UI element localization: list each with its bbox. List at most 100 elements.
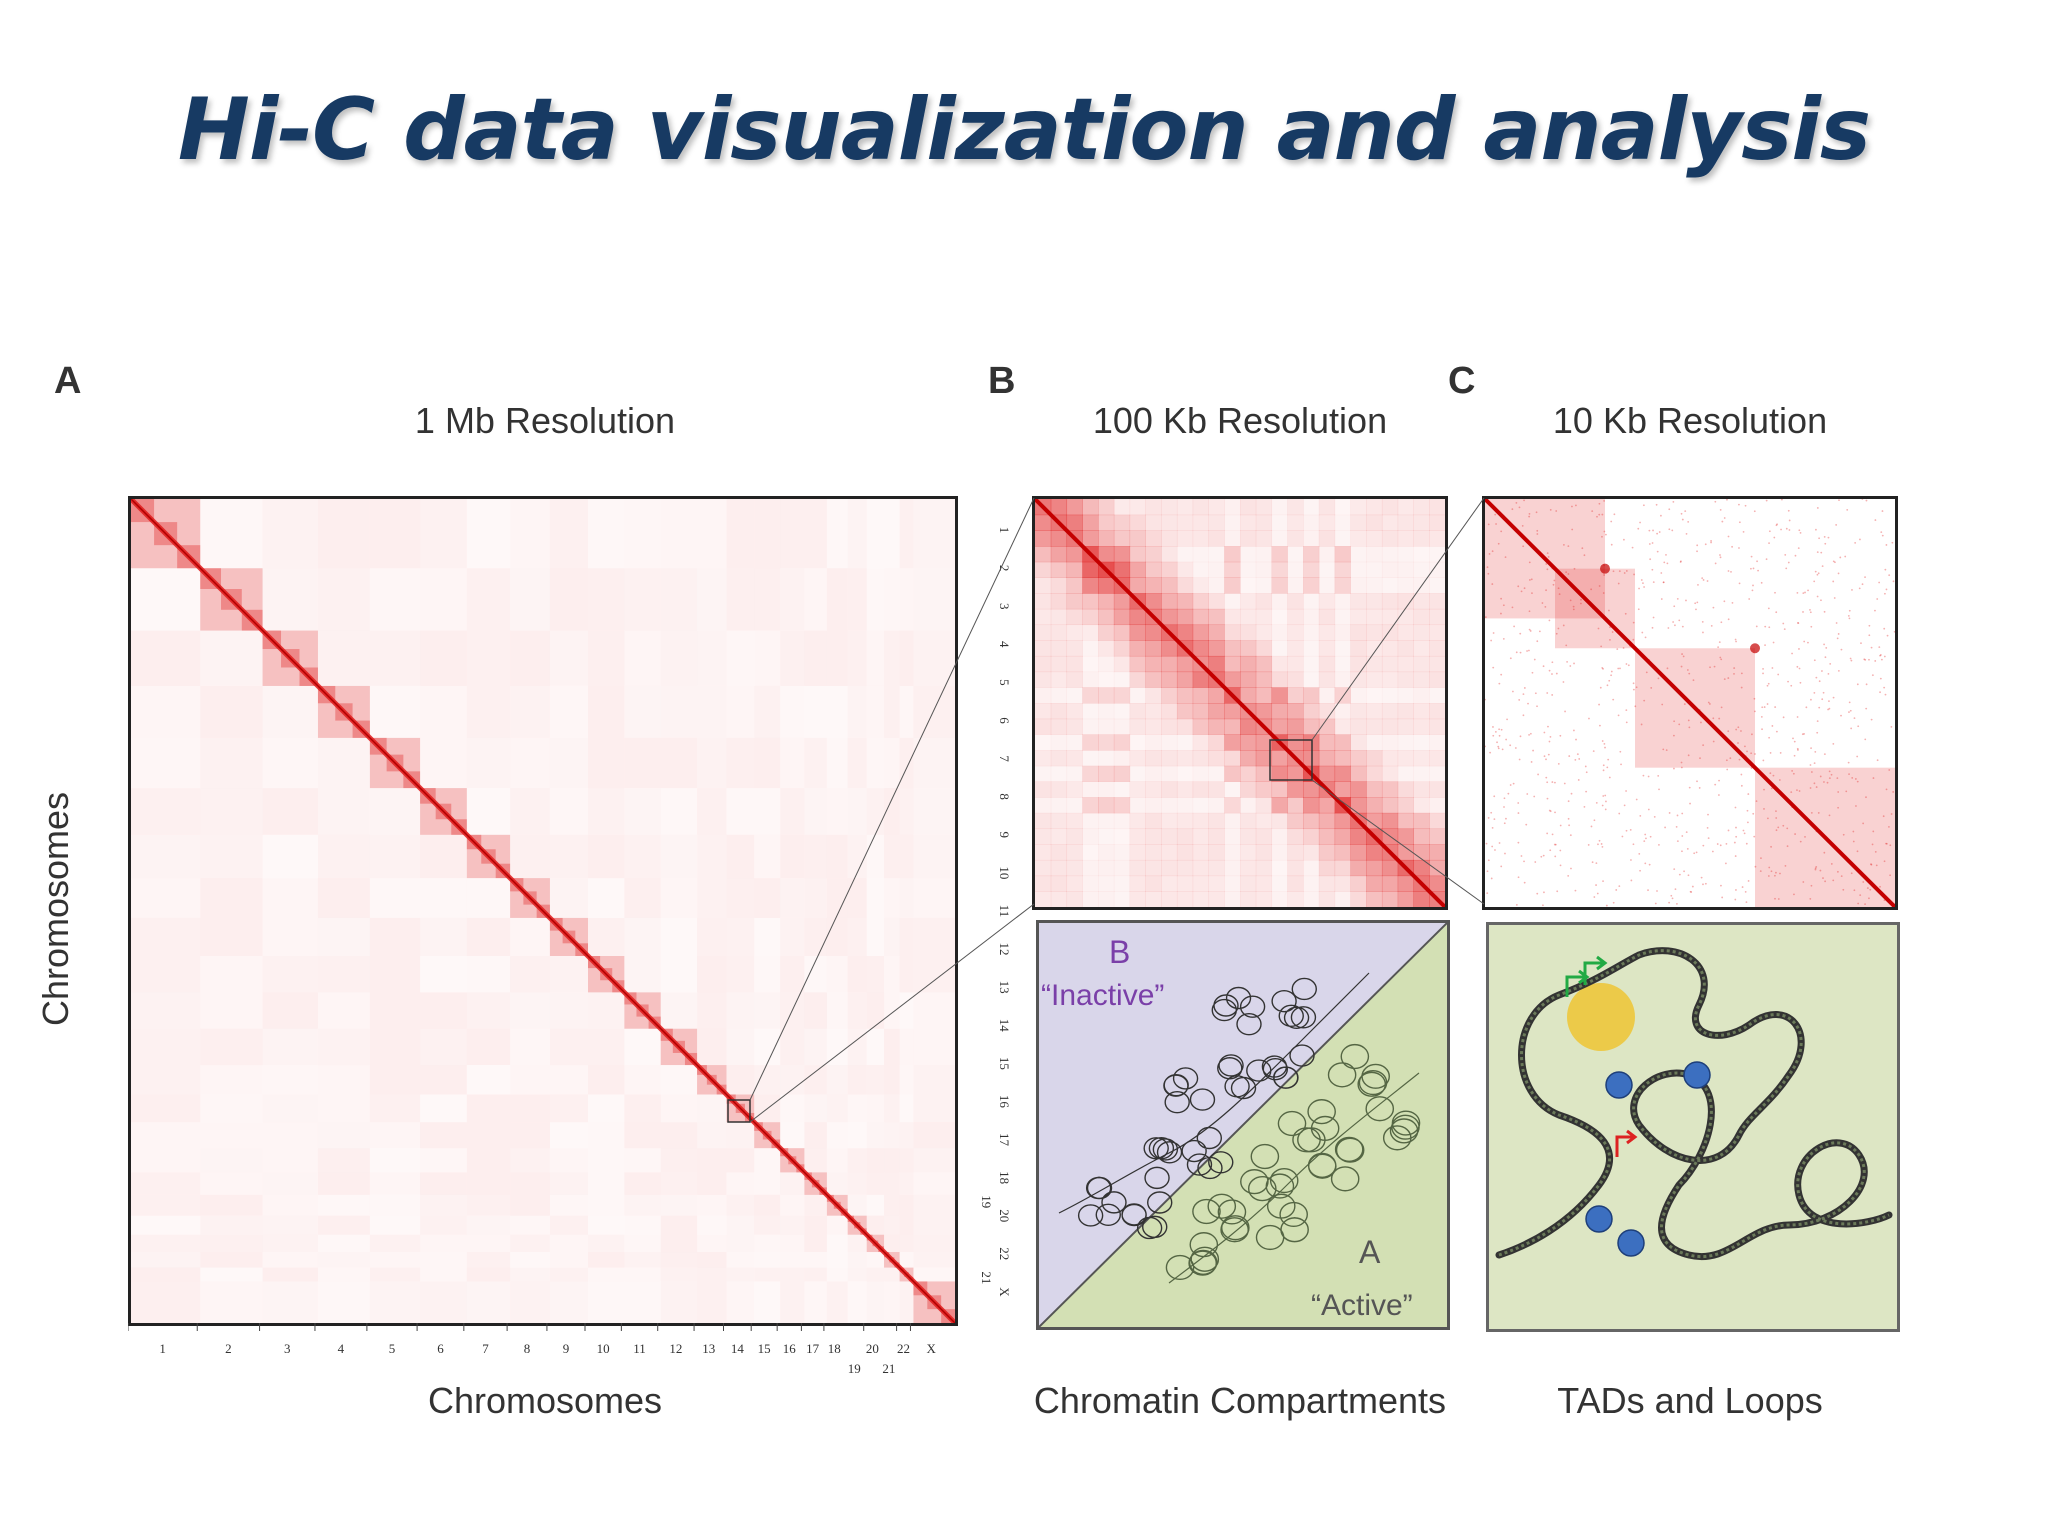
contact-speck: [1771, 667, 1774, 669]
contact-cell: [1113, 530, 1131, 547]
inter-chromosome-block: [317, 630, 370, 686]
contact-speck: [1574, 759, 1577, 761]
contact-speck: [1890, 725, 1893, 728]
inter-chromosome-block: [466, 1281, 511, 1323]
contact-speck: [1577, 779, 1580, 781]
inter-chromosome-block: [660, 1094, 698, 1123]
contact-cell: [1098, 593, 1115, 610]
contact-cell: [1366, 687, 1383, 704]
contact-cell: [1287, 655, 1304, 673]
contact-speck: [1687, 520, 1690, 523]
inter-chromosome-block: [804, 1148, 827, 1173]
contact-cell: [1176, 671, 1194, 688]
inter-chromosome-block: [780, 788, 805, 835]
contact-speck: [1870, 718, 1873, 721]
contact-cell: [1397, 750, 1414, 767]
contact-speck: [1567, 573, 1570, 575]
contact-speck: [1734, 806, 1737, 809]
contact-cell: [1129, 734, 1146, 751]
inter-chromosome-block: [913, 1094, 955, 1123]
contact-cell: [1098, 875, 1115, 892]
contact-cell: [1082, 514, 1099, 531]
inter-chromosome-block: [884, 1281, 900, 1323]
contact-speck: [1602, 795, 1605, 797]
contact-cell: [1129, 703, 1146, 720]
contact-speck: [1735, 640, 1737, 643]
inter-chromosome-block: [510, 956, 550, 993]
contact-speck: [1767, 875, 1770, 877]
contact-cell: [1240, 828, 1257, 845]
contact-speck: [1822, 877, 1824, 879]
contact-speck: [1681, 518, 1684, 521]
contact-cell: [1035, 703, 1052, 720]
contact-cell: [1098, 812, 1115, 830]
contact-cell: [1397, 765, 1414, 782]
contact-speck: [1507, 792, 1510, 795]
contact-speck: [1672, 500, 1675, 503]
contact-cell: [1429, 577, 1445, 594]
inter-chromosome-block: [200, 834, 263, 879]
contact-speck: [1774, 591, 1776, 594]
contact-cell: [1082, 891, 1099, 907]
contact-speck: [1744, 504, 1747, 507]
inter-chromosome-block: [866, 630, 885, 686]
inter-chromosome-block: [804, 1215, 827, 1235]
contact-cell: [1303, 734, 1320, 751]
inter-chromosome-block: [866, 1252, 885, 1268]
contact-speck: [1608, 609, 1610, 612]
contact-speck: [1519, 735, 1522, 738]
contact-speck: [1672, 621, 1675, 623]
contact-speck: [1602, 592, 1605, 594]
contact-cell: [1050, 546, 1068, 563]
contact-speck: [1798, 529, 1801, 532]
contact-cell: [1429, 703, 1445, 720]
contact-cell: [1255, 859, 1273, 877]
inter-chromosome-block: [826, 1065, 848, 1095]
contact-cell: [1334, 718, 1351, 735]
contact-cell: [1381, 875, 1399, 892]
contact-cell: [1429, 828, 1445, 845]
contact-cell: [1255, 750, 1273, 767]
inter-chromosome-block: [826, 1215, 848, 1235]
contact-speck: [1771, 725, 1774, 727]
contact-speck: [1696, 780, 1698, 783]
inter-chromosome-block: [899, 1122, 914, 1149]
x-tick-label: 11: [633, 1341, 646, 1356]
contact-speck: [1641, 631, 1644, 634]
contact-cell: [1240, 561, 1257, 578]
contact-speck: [1660, 572, 1663, 574]
inter-chromosome-block: [131, 1122, 201, 1149]
contact-speck: [1836, 870, 1839, 873]
inter-chromosome-block: [660, 1252, 698, 1268]
contact-cell: [1035, 859, 1052, 877]
contact-speck: [1632, 621, 1635, 624]
contact-speck: [1880, 531, 1883, 534]
contact-cell: [1429, 797, 1445, 814]
contact-speck: [1787, 561, 1790, 564]
contact-cell: [1050, 530, 1068, 547]
inter-chromosome-block: [317, 1148, 370, 1173]
loop-anchor-ctcf: [1585, 1205, 1613, 1233]
contact-cell: [1113, 640, 1131, 657]
contact-cell: [1413, 718, 1430, 735]
contact-speck: [1581, 547, 1584, 550]
contact-cell: [1082, 499, 1099, 516]
contact-cell: [1066, 561, 1083, 578]
contact-cell: [1145, 734, 1162, 751]
contact-speck: [1875, 864, 1878, 867]
contact-speck: [1748, 598, 1751, 600]
contact-speck: [1497, 542, 1500, 545]
contact-speck: [1878, 646, 1881, 649]
contact-speck: [1689, 802, 1691, 805]
contact-speck: [1680, 560, 1682, 563]
contact-speck: [1666, 667, 1669, 670]
contact-cell: [1113, 765, 1131, 782]
contact-speck: [1518, 506, 1521, 509]
contact-speck: [1718, 794, 1720, 796]
inter-chromosome-block: [317, 834, 370, 879]
contact-cell: [1350, 703, 1367, 720]
inter-chromosome-block: [200, 878, 263, 918]
inter-chromosome-block: [847, 992, 867, 1029]
contact-cell: [1413, 734, 1430, 751]
contact-speck: [1755, 625, 1758, 628]
